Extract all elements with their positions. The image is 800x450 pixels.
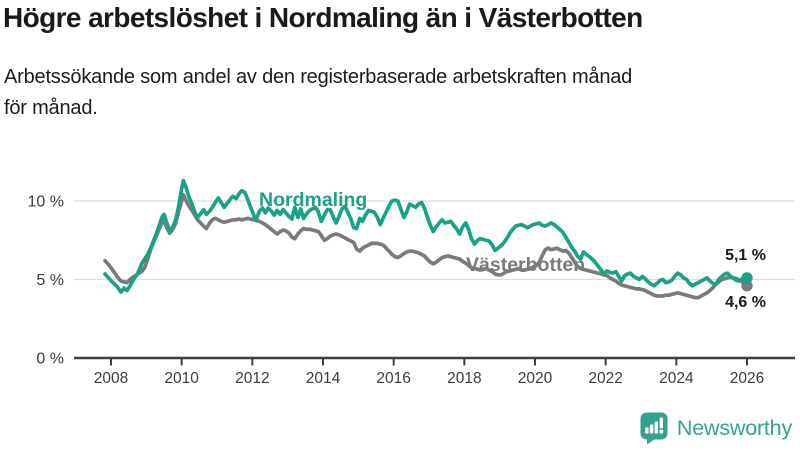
x-tick-label: 2020 <box>518 370 553 387</box>
y-tick-label: 0 % <box>36 351 64 368</box>
end-dot-nordmaling <box>741 272 753 284</box>
x-tick-label: 2016 <box>376 370 410 387</box>
gridlines <box>74 200 795 281</box>
chart-subtitle: Arbetssökande som andel av den registerb… <box>4 62 632 124</box>
series-lines <box>103 178 753 300</box>
x-axis: 2008 2010 2012 2014 2016 2018 2020 2022 2024 2026 <box>74 356 795 387</box>
y-tick-label: 10 % <box>28 194 64 211</box>
end-dot-västerbotten <box>741 280 753 292</box>
end-value-label-västerbotten: 4,6 % <box>725 294 766 311</box>
y-axis-labels: 0 % 5 % 10 % <box>28 194 64 368</box>
newsworthy-logo-icon <box>640 412 668 445</box>
series-line-nordmaling <box>103 178 749 294</box>
x-tick-label: 2014 <box>306 370 341 387</box>
subtitle-line-2: för månad. <box>4 97 98 119</box>
series-labels: Nordmaling Västerbotten 5,1 % 4,6 % <box>259 189 766 311</box>
x-tick-label: 2024 <box>659 370 694 387</box>
x-tick-label: 2022 <box>588 370 622 387</box>
brand-name: Newsworthy <box>676 416 792 440</box>
y-tick-label: 5 % <box>36 272 64 289</box>
x-tick-label: 2008 <box>94 370 128 387</box>
end-value-label-nordmaling: 5,1 % <box>725 247 766 264</box>
x-tick-label: 2018 <box>447 370 481 387</box>
page-title: Högre arbetslöshet i Nordmaling än i Väs… <box>3 2 643 33</box>
series-label-nordmaling: Nordmaling <box>259 189 367 211</box>
series-label-västerbotten: Västerbotten <box>466 254 585 276</box>
brand-footer: Newsworthy <box>640 412 792 445</box>
x-tick-label: 2026 <box>730 370 764 387</box>
subtitle-line-1: Arbetssökande som andel av den registerb… <box>4 66 633 88</box>
x-tick-label: 2010 <box>164 370 199 387</box>
x-tick-label: 2012 <box>235 370 269 387</box>
series-line-västerbotten <box>103 192 749 300</box>
